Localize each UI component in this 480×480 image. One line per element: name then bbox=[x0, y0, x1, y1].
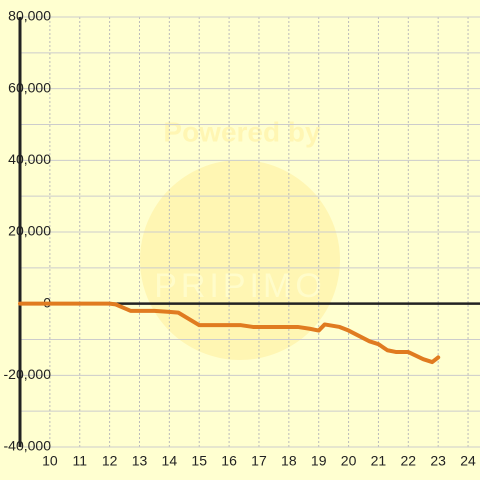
x-tick-label: 22 bbox=[401, 453, 417, 469]
watermark: Powered by PRIPIMO bbox=[140, 116, 340, 360]
x-tick-label: 21 bbox=[371, 453, 387, 469]
watermark-circle bbox=[140, 160, 340, 360]
x-tick-label: 14 bbox=[162, 453, 178, 469]
y-tick-label: -20,000 bbox=[4, 366, 52, 382]
x-tick-label: 19 bbox=[311, 453, 327, 469]
x-tick-label: 17 bbox=[251, 453, 267, 469]
data-line bbox=[18, 301, 441, 365]
x-tick-label: 18 bbox=[281, 453, 297, 469]
x-tick-label: 10 bbox=[42, 453, 58, 469]
x-tick-label: 12 bbox=[102, 453, 118, 469]
x-tick-label: 16 bbox=[221, 453, 237, 469]
x-tick-label: 24 bbox=[460, 453, 476, 469]
x-tick-label: 23 bbox=[430, 453, 446, 469]
watermark-text: Powered by bbox=[163, 116, 321, 147]
y-tick-label: -40,000 bbox=[4, 438, 52, 454]
x-tick-label: 11 bbox=[72, 453, 87, 469]
watermark-text: PRIPIMO bbox=[154, 267, 326, 305]
y-tick-label: 20,000 bbox=[8, 223, 51, 239]
y-tick-label: 80,000 bbox=[8, 8, 51, 24]
y-tick-label: 40,000 bbox=[8, 151, 51, 167]
x-tick-label: 13 bbox=[132, 453, 148, 469]
x-tick-label: 15 bbox=[191, 453, 207, 469]
y-tick-label: 60,000 bbox=[8, 79, 51, 95]
x-tick-label: 20 bbox=[341, 453, 357, 469]
